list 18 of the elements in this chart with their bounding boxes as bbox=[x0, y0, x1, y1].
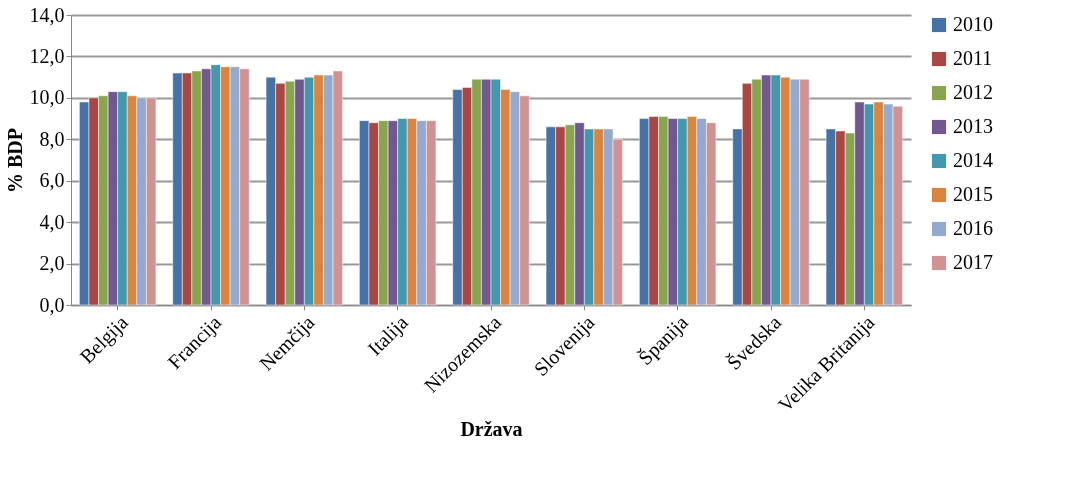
y-tick-label: 8,0 bbox=[39, 127, 65, 150]
legend-label: 2011 bbox=[953, 47, 993, 69]
legend-label: 2013 bbox=[953, 115, 993, 137]
y-tick-label: 2,0 bbox=[39, 252, 65, 275]
y-axis-title: % BDP bbox=[3, 128, 26, 193]
legend-label: 2014 bbox=[953, 149, 993, 171]
y-tick-label: 6,0 bbox=[39, 169, 65, 192]
y-tick-label: 14,0 bbox=[29, 3, 65, 26]
legend-label: 2012 bbox=[953, 81, 993, 103]
legend-label: 2010 bbox=[953, 13, 993, 35]
y-tick-label: 12,0 bbox=[29, 44, 65, 67]
x-axis-title: Država bbox=[460, 417, 523, 440]
legend-label: 2015 bbox=[953, 183, 993, 205]
legend-label: 2016 bbox=[953, 217, 993, 239]
legend-label: 2017 bbox=[953, 251, 993, 273]
y-tick-label: 10,0 bbox=[29, 86, 65, 109]
y-tick-label: 4,0 bbox=[39, 210, 65, 233]
y-tick-label: 0,0 bbox=[39, 293, 65, 316]
